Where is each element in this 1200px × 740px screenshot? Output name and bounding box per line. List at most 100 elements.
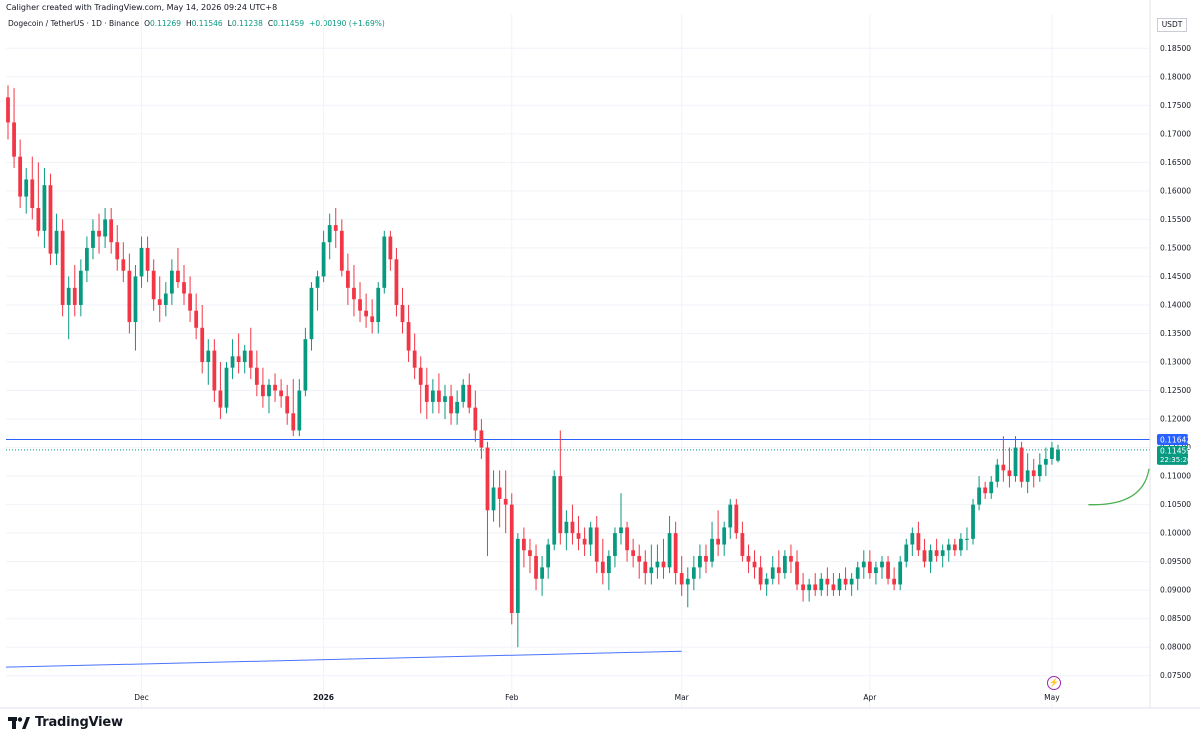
open-value: 0.11269 — [149, 19, 181, 28]
price-tick-label: 0.08500 — [1160, 614, 1191, 623]
candle-body — [388, 236, 393, 260]
candle-up — [770, 555, 775, 585]
current-price-badge — [1157, 445, 1188, 465]
candle-body — [515, 538, 520, 613]
candle-body — [570, 521, 575, 534]
candle-body — [910, 533, 915, 545]
candle-down — [364, 293, 368, 328]
candle-body — [497, 487, 502, 499]
candle-up — [297, 379, 302, 437]
candle-body — [989, 481, 994, 494]
candle-body — [333, 225, 338, 231]
candle-body — [728, 504, 733, 528]
candle-body — [1050, 447, 1054, 459]
candle-body — [613, 533, 617, 556]
candle-up — [133, 265, 138, 351]
candle-down — [576, 516, 581, 551]
candle-down — [534, 544, 538, 591]
symbol-title[interactable]: Dogecoin / TetherUS · 1D · Binance — [8, 19, 140, 28]
candle-body — [588, 527, 593, 545]
candle-down — [48, 173, 53, 266]
price-tick-label: 0.15500 — [1160, 215, 1191, 224]
candle-down — [679, 555, 684, 596]
candle-up — [78, 259, 83, 317]
candle-down — [801, 573, 805, 602]
candle-down — [412, 333, 417, 380]
candle-up — [327, 213, 332, 260]
candle-up — [855, 561, 860, 591]
candle-up — [315, 270, 320, 311]
candle-body — [509, 504, 514, 613]
candle-body — [491, 487, 496, 511]
candle-down — [825, 567, 830, 596]
candle-down — [218, 362, 223, 420]
candle-body — [449, 396, 453, 414]
currency-selector[interactable]: USDT — [1157, 18, 1187, 32]
candle-body — [66, 287, 71, 305]
candle-down — [795, 550, 799, 591]
candle-up — [169, 259, 174, 305]
grid-lines — [6, 14, 1150, 708]
candle-up — [54, 213, 59, 266]
candle-down — [182, 265, 186, 305]
candle-up — [1050, 441, 1054, 465]
candle-body — [825, 578, 830, 585]
candle-down — [503, 470, 508, 534]
candle-down — [72, 265, 77, 317]
candle-up — [898, 555, 903, 591]
candle-body — [946, 544, 951, 551]
hline-price-badge — [1157, 433, 1188, 445]
candle-down — [522, 527, 526, 568]
candle-down — [528, 538, 532, 574]
candle-up — [946, 538, 951, 562]
candle-body — [327, 225, 332, 243]
candle-down — [97, 213, 101, 254]
candle-down — [437, 373, 441, 414]
candle-body — [667, 533, 672, 568]
price-tick-label: 0.12500 — [1160, 386, 1191, 395]
candle-body — [218, 390, 223, 408]
candle-body — [691, 567, 696, 579]
candle-down — [18, 139, 23, 208]
time-axis: Dec 2026 Feb Mar Apr May — [0, 693, 1200, 709]
candle-down — [30, 156, 35, 220]
candle-body — [6, 97, 10, 123]
candle-body — [861, 561, 866, 568]
candle-body — [801, 584, 805, 591]
candle-up — [928, 544, 933, 574]
candle-body — [85, 247, 89, 271]
candle-body — [1001, 464, 1006, 471]
candle-body — [789, 555, 793, 562]
candle-down — [734, 498, 739, 539]
candle-body — [455, 401, 460, 414]
candle-up — [959, 533, 963, 556]
candle-down — [704, 544, 708, 574]
lightning-icon[interactable]: ⚡ — [1047, 676, 1061, 690]
candle-body — [716, 538, 720, 545]
candle-down — [673, 521, 678, 585]
candle-down — [254, 350, 259, 397]
candle-body — [831, 584, 836, 591]
candle-down — [886, 555, 890, 585]
candle-up — [515, 533, 520, 648]
candle-body — [157, 299, 162, 305]
candle-body — [321, 242, 326, 277]
candle-body — [922, 550, 927, 562]
candle-up — [206, 339, 211, 385]
candle-body — [673, 533, 678, 574]
price-tick-label: 0.16500 — [1160, 158, 1191, 167]
candle-body — [12, 122, 16, 157]
candle-up — [667, 516, 672, 574]
price-tick-label: 0.17500 — [1160, 101, 1191, 110]
candle-body — [522, 538, 526, 551]
candle-body — [892, 578, 897, 585]
candle-down — [188, 276, 192, 323]
candle-down — [922, 538, 927, 568]
candle-body — [503, 498, 508, 505]
candle-body — [582, 538, 587, 545]
candle-body — [279, 390, 284, 397]
candle-body — [358, 299, 362, 311]
candle-body — [952, 544, 957, 551]
candle-down — [406, 304, 411, 362]
